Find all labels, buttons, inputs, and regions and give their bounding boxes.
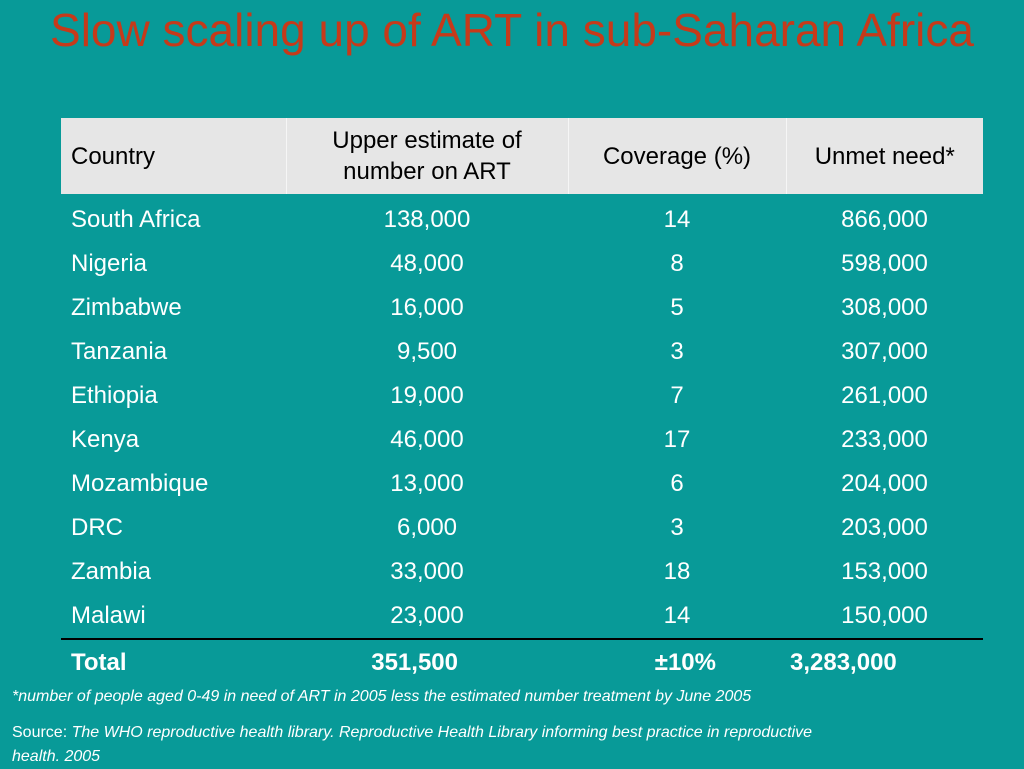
cell-coverage: 8 — [670, 250, 684, 277]
cell-country: Kenya — [71, 426, 140, 453]
table-row: Nigeria 48,000 8 598,000 — [61, 242, 983, 286]
table-footer: Total 351,500 ±10% 3,283,000 — [61, 638, 983, 686]
cell-number-on-art: 13,000 — [390, 470, 464, 497]
source-label: Source: — [12, 724, 72, 741]
source-text: The WHO reproductive health library. Rep… — [12, 724, 813, 765]
cell-number-on-art: 19,000 — [390, 382, 464, 409]
header-country: Country — [61, 118, 287, 194]
source-citation: Source: The WHO reproductive health libr… — [12, 721, 832, 769]
table-row: South Africa 138,000 14 866,000 — [61, 194, 983, 242]
cell-unmet-need: 261,000 — [841, 382, 928, 409]
cell-unmet-need: 153,000 — [841, 558, 928, 585]
header-row: Country Upper estimate of number on ART … — [61, 118, 983, 194]
cell-unmet-need: 598,000 — [841, 250, 928, 277]
cell-country: Malawi — [71, 602, 146, 629]
table-row: Mozambique 13,000 6 204,000 — [61, 462, 983, 506]
cell-number-on-art: 33,000 — [390, 558, 464, 585]
cell-country: Nigeria — [71, 250, 148, 277]
cell-unmet-need: 204,000 — [841, 470, 928, 497]
cell-number-on-art: 46,000 — [390, 426, 464, 453]
cell-unmet-need: 866,000 — [841, 206, 928, 233]
cell-country: South Africa — [71, 206, 201, 233]
cell-unmet-need: 203,000 — [841, 514, 928, 541]
cell-number-on-art: 6,000 — [396, 514, 458, 541]
cell-number-on-art: 9,500 — [396, 338, 458, 365]
cell-unmet-need: 233,000 — [841, 426, 928, 453]
cell-coverage: 7 — [670, 382, 684, 409]
cell-coverage: 3 — [670, 514, 684, 541]
cell-country: Tanzania — [71, 338, 168, 365]
cell-number-on-art: 16,000 — [390, 294, 464, 321]
cell-unmet-need: 150,000 — [841, 602, 928, 629]
cell-country: Zambia — [71, 558, 152, 585]
cell-number-on-art: 138,000 — [383, 206, 471, 233]
art-coverage-table-wrapper: Country Upper estimate of number on ART … — [61, 118, 983, 686]
table-row: Tanzania 9,500 3 307,000 — [61, 330, 983, 374]
cell-coverage: 14 — [663, 206, 691, 233]
header-number-on-art: Upper estimate of number on ART — [286, 118, 569, 194]
cell-unmet-need: 308,000 — [841, 294, 928, 321]
cell-unmet-need: 307,000 — [841, 338, 928, 365]
cell-coverage: 14 — [663, 602, 691, 629]
header-unmet-need: Unmet need* — [814, 142, 955, 170]
table-body: South Africa 138,000 14 866,000 Nigeria … — [61, 194, 983, 639]
cell-number-on-art: 23,000 — [390, 602, 464, 629]
total-unmet-need: 3,283,000 — [786, 638, 983, 686]
cell-country: Zimbabwe — [71, 294, 182, 321]
cell-coverage: 17 — [663, 426, 691, 453]
total-number-on-art: 351,500 — [286, 638, 568, 686]
table-header: Country Upper estimate of number on ART … — [61, 118, 983, 194]
table-row: Malawi 23,000 14 150,000 — [61, 594, 983, 639]
table-row: Kenya 46,000 17 233,000 — [61, 418, 983, 462]
table-row: Zambia 33,000 18 153,000 — [61, 550, 983, 594]
total-coverage: ±10% — [568, 638, 786, 686]
art-coverage-table: Country Upper estimate of number on ART … — [61, 118, 983, 686]
table-row: Zimbabwe 16,000 5 308,000 — [61, 286, 983, 330]
total-row: Total 351,500 ±10% 3,283,000 — [61, 638, 983, 686]
cell-coverage: 18 — [663, 558, 691, 585]
cell-country: DRC — [71, 514, 123, 541]
header-coverage: Coverage (%) — [568, 118, 787, 194]
total-label: Total — [61, 638, 286, 686]
cell-number-on-art: 48,000 — [390, 250, 464, 277]
cell-country: Mozambique — [71, 470, 209, 497]
table-row: DRC 6,000 3 203,000 — [61, 506, 983, 550]
cell-coverage: 5 — [670, 294, 684, 321]
table-row: Ethiopia 19,000 7 261,000 — [61, 374, 983, 418]
cell-coverage: 3 — [670, 338, 684, 365]
cell-country: Ethiopia — [71, 382, 158, 409]
footnote: *number of people aged 0-49 in need of A… — [12, 688, 752, 705]
slide-title: Slow scaling up of ART in sub-Saharan Af… — [50, 4, 974, 56]
cell-coverage: 6 — [670, 470, 684, 497]
